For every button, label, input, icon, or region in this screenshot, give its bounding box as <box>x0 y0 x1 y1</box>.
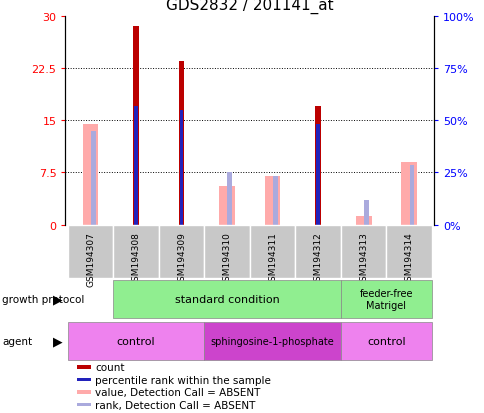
Bar <box>340 225 385 279</box>
Bar <box>134 107 137 225</box>
Bar <box>133 27 139 225</box>
Bar <box>158 225 204 279</box>
Bar <box>68 225 113 279</box>
Text: ▶: ▶ <box>53 293 63 306</box>
Text: GSM194310: GSM194310 <box>222 232 231 286</box>
Text: standard condition: standard condition <box>174 294 279 304</box>
Bar <box>316 124 319 225</box>
Bar <box>76 378 91 382</box>
Text: count: count <box>95 362 124 372</box>
Bar <box>355 217 371 225</box>
Bar <box>385 225 431 279</box>
Bar <box>76 366 91 369</box>
Text: ▶: ▶ <box>53 334 63 347</box>
Bar <box>178 62 184 225</box>
Text: feeder-free
Matrigel: feeder-free Matrigel <box>359 289 412 310</box>
Bar <box>91 131 95 225</box>
Text: percentile rank within the sample: percentile rank within the sample <box>95 375 270 385</box>
Title: GDS2832 / 201141_at: GDS2832 / 201141_at <box>166 0 333 14</box>
Text: GSM194309: GSM194309 <box>177 232 186 286</box>
Bar <box>76 403 91 406</box>
Bar <box>227 173 231 225</box>
Text: sphingosine-1-phosphate: sphingosine-1-phosphate <box>210 336 333 346</box>
Bar <box>76 391 91 394</box>
Text: control: control <box>117 336 155 346</box>
Bar <box>272 176 277 225</box>
Bar <box>408 166 413 225</box>
Bar <box>219 187 235 225</box>
Bar <box>68 322 204 360</box>
Text: agent: agent <box>2 336 32 346</box>
Bar <box>204 225 249 279</box>
Text: rank, Detection Call = ABSENT: rank, Detection Call = ABSENT <box>95 400 255 410</box>
Text: growth protocol: growth protocol <box>2 294 85 304</box>
Text: GSM194311: GSM194311 <box>268 232 276 286</box>
Bar <box>315 107 320 225</box>
Text: control: control <box>366 336 405 346</box>
Text: GSM194307: GSM194307 <box>86 232 95 286</box>
Bar <box>363 201 368 225</box>
Bar <box>340 322 431 360</box>
Text: value, Detection Call = ABSENT: value, Detection Call = ABSENT <box>95 387 260 397</box>
Text: GSM194308: GSM194308 <box>131 232 140 286</box>
Text: GSM194313: GSM194313 <box>358 232 367 286</box>
Text: GSM194314: GSM194314 <box>404 232 413 286</box>
Bar <box>264 176 280 225</box>
Bar <box>340 280 431 318</box>
Bar <box>113 225 158 279</box>
Text: GSM194312: GSM194312 <box>313 232 322 286</box>
Bar <box>113 280 340 318</box>
Bar <box>400 163 416 225</box>
Bar <box>249 225 295 279</box>
Bar <box>180 110 183 225</box>
Bar <box>204 322 340 360</box>
Bar <box>295 225 340 279</box>
Bar <box>82 124 98 225</box>
